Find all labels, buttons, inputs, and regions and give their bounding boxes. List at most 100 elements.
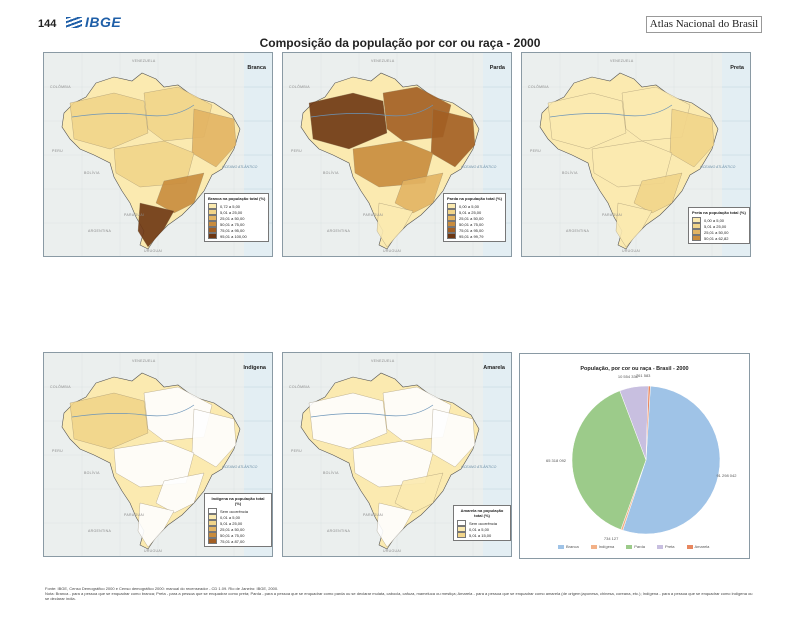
legend-swatch: [447, 209, 456, 215]
amazon-river: [71, 104, 195, 118]
chart-legend-label: Preta: [664, 544, 675, 549]
chart-legend-swatch: [626, 544, 633, 549]
legend-swatch: [692, 229, 701, 235]
neighbor-label: PERU: [291, 149, 302, 153]
neighbor-label: PARAGUAI: [124, 213, 145, 217]
map-panel-indigena: VENEZUELA COLÔMBIA PERU BOLÍVIA PARAGUAI ARGE…: [43, 352, 273, 557]
choropleth-region: [394, 472, 444, 514]
legend-range: 5,01 a 25,00: [459, 209, 482, 215]
legend-row: 25,01 a 50,00: [208, 215, 265, 221]
legend-swatch: [447, 221, 456, 227]
legend-row: 25,01 a 50,00: [208, 526, 268, 532]
legend-title: Preta na população total (%): [692, 210, 746, 215]
chart-title: População, por cor ou raça - Brasil - 20…: [580, 366, 689, 372]
legend-range: Sem ocorrência: [220, 508, 249, 514]
legend-row: 5,01 a 25,00: [208, 209, 265, 215]
choropleth-region: [376, 502, 414, 548]
neighbor-label: COLÔMBIA: [50, 85, 71, 89]
pie-chart-panel: População, por cor ou raça - Brasil - 20…: [519, 353, 750, 559]
chart-legend-item: Preta: [656, 544, 675, 549]
ocean-label: OCEANO ATLÂNTICO: [222, 165, 258, 169]
legend-swatch: [208, 538, 217, 544]
ocean-label: OCEANO ATLÂNTICO: [700, 165, 736, 169]
legend-title: Indígena na população total (%): [211, 496, 265, 506]
legend-range: 95,01 a 99,79: [459, 233, 484, 239]
ocean-label: OCEANO ATLÂNTICO: [222, 465, 258, 469]
legend-swatch: [692, 217, 701, 223]
pie-slice-branca: [622, 385, 721, 535]
legend-row: 0,00 a 5,00: [692, 217, 746, 223]
legend-row: 5,01 a 25,00: [447, 209, 502, 215]
choropleth-region: [155, 472, 205, 514]
legend-swatch: [208, 221, 217, 227]
legend-row: Sem ocorrência: [457, 520, 507, 526]
slice-value-label: 761 583: [635, 373, 651, 379]
neighbor-label: BOLÍVIA: [323, 471, 339, 475]
legend-range: 0,01 a 5,00: [469, 526, 490, 532]
choropleth-region: [69, 92, 149, 150]
legend-swatch: [208, 532, 217, 538]
neighbor-label: PARAGUAI: [363, 213, 384, 217]
legend-swatch: [457, 526, 466, 532]
amazon-river: [310, 104, 434, 118]
neighbor-label: URUGUAI: [622, 249, 641, 253]
legend-swatch: [208, 227, 217, 233]
chart-legend-item: Indígena: [590, 544, 614, 549]
slice-value-label: 65 318 092: [546, 457, 567, 463]
legend-title: Amarela na população total (%): [460, 508, 504, 518]
legend-swatch: [208, 215, 217, 221]
legend-row: 0,01 a 5,00: [208, 514, 268, 520]
chart-legend-swatch: [656, 544, 663, 549]
pie-chart: [571, 385, 721, 535]
legend-range: 95,01 a 100,00: [220, 233, 247, 239]
legend-swatch: [457, 532, 466, 538]
map-legend: Indígena na população total (%) Sem ocorr…: [204, 493, 272, 547]
legend-range: 50,01 a 75,00: [220, 221, 245, 227]
legend-row: 50,01 a 62,82: [692, 235, 746, 241]
ibge-logo-icon: [66, 17, 82, 28]
choropleth-region: [430, 408, 476, 468]
neighbor-label: ARGENTINA: [88, 229, 112, 233]
slice-value-label: 734 127: [603, 536, 619, 542]
atlas-title: Atlas Nacional do Brasil: [646, 16, 762, 33]
neighbor-label: PERU: [52, 449, 63, 453]
map-legend: Amarela na população total (%) Sem ocorrê…: [453, 505, 511, 541]
map-panel-amarela: VENEZUELA COLÔMBIA PERU BOLÍVIA PARAGUAI ARGE…: [282, 352, 512, 557]
neighbor-label: PERU: [291, 449, 302, 453]
neighbor-label: URUGUAI: [383, 549, 402, 553]
legend-range: 25,01 a 50,00: [459, 215, 484, 221]
legend-range: 0,01 a 5,00: [220, 514, 241, 520]
chart-legend-label: Branca: [566, 544, 579, 549]
choropleth-region: [430, 108, 476, 168]
neighbor-label: VENEZUELA: [132, 59, 156, 63]
choropleth-region: [137, 202, 175, 248]
legend-row: 5,01 a 15,00: [457, 532, 507, 538]
legend-row: 75,01 a 87,00: [208, 538, 268, 544]
map-label: Parda: [489, 65, 505, 71]
legend-row: Sem ocorrência: [208, 508, 268, 514]
page-title: Composição da população por cor ou raça …: [259, 36, 541, 50]
choropleth-region: [191, 408, 237, 468]
slice-value-label: 10 554 336: [617, 374, 638, 380]
legend-swatch: [208, 514, 217, 520]
footnote-source: Fonte: IBGE, Censo Demográfico 2000 e Ce…: [45, 586, 279, 591]
legend-range: 5,01 a 25,00: [704, 223, 727, 229]
legend-swatch: [208, 233, 217, 239]
map-legend: Branca na população total (%) 0,72 a 5,00…: [204, 193, 270, 242]
chart-legend-label: Parda: [634, 544, 645, 549]
legend-range: 75,01 a 95,00: [220, 227, 245, 233]
legend-row: 25,01 a 50,00: [692, 229, 746, 235]
map-panel-branca: VENEZUELA COLÔMBIA PERU BOLÍVIA PARAGUAI ARGE…: [43, 52, 273, 257]
map-label: Indígena: [243, 365, 266, 371]
choropleth-region: [308, 392, 388, 450]
neighbor-label: COLÔMBIA: [528, 85, 549, 89]
legend-range: Sem ocorrência: [469, 520, 498, 526]
legend-row: 0,00 a 5,00: [447, 203, 502, 209]
legend-swatch: [447, 233, 456, 239]
chart-legend-swatch: [686, 544, 693, 549]
chart-legend-label: Amarela: [694, 544, 710, 549]
choropleth-region: [547, 92, 627, 150]
chart-legend-swatch: [590, 544, 597, 549]
legend-range: 25,01 a 50,00: [220, 526, 245, 532]
neighbor-label: URUGUAI: [383, 249, 402, 253]
